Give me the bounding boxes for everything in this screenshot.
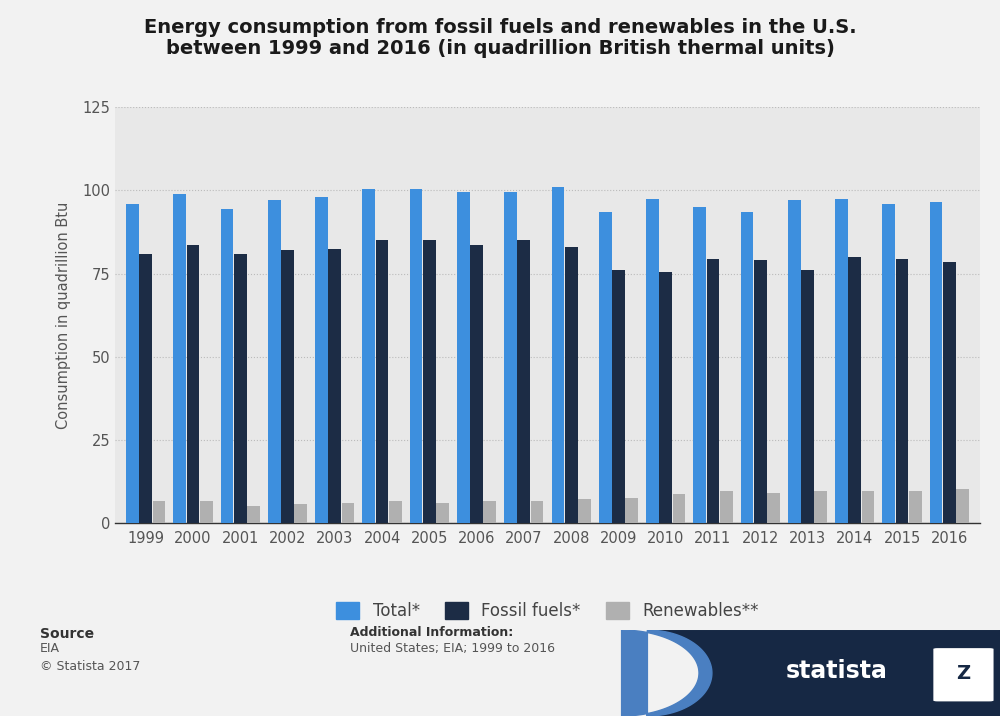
Bar xyxy=(200,501,213,523)
Bar xyxy=(342,503,354,523)
Bar xyxy=(930,202,942,523)
Bar xyxy=(268,200,281,523)
Bar xyxy=(565,247,578,523)
Bar xyxy=(882,204,895,523)
Bar xyxy=(720,491,733,523)
Bar xyxy=(483,501,496,523)
Polygon shape xyxy=(647,630,1000,716)
Bar xyxy=(457,192,470,523)
Bar xyxy=(848,257,861,523)
Bar xyxy=(673,495,685,523)
Bar xyxy=(234,253,247,523)
Bar xyxy=(531,501,543,523)
Bar xyxy=(362,189,375,523)
Bar xyxy=(187,246,199,523)
Bar xyxy=(470,246,483,523)
Y-axis label: Consumption in quadrillion Btu: Consumption in quadrillion Btu xyxy=(56,201,71,429)
Text: United States; EIA; 1999 to 2016: United States; EIA; 1999 to 2016 xyxy=(350,642,555,655)
Bar xyxy=(835,199,848,523)
Bar xyxy=(862,491,874,523)
Bar xyxy=(504,192,517,523)
Text: EIA
© Statista 2017: EIA © Statista 2017 xyxy=(40,642,140,673)
Bar xyxy=(294,504,307,523)
Bar xyxy=(646,199,659,523)
FancyBboxPatch shape xyxy=(933,648,994,702)
Text: statista: statista xyxy=(786,659,888,683)
Bar xyxy=(659,272,672,523)
Bar xyxy=(410,189,422,523)
Text: between 1999 and 2016 (in quadrillion British thermal units): between 1999 and 2016 (in quadrillion Br… xyxy=(166,39,834,59)
Bar xyxy=(754,260,767,523)
Bar xyxy=(139,253,152,523)
Bar xyxy=(376,241,388,523)
Bar xyxy=(693,207,706,523)
Bar xyxy=(909,491,922,523)
Bar xyxy=(517,241,530,523)
Bar xyxy=(578,500,591,523)
Text: Z: Z xyxy=(956,664,971,682)
Bar xyxy=(247,506,260,523)
Bar xyxy=(315,197,328,523)
Bar xyxy=(281,251,294,523)
Bar xyxy=(767,493,780,523)
Bar xyxy=(328,248,341,523)
Bar xyxy=(173,194,186,523)
Bar xyxy=(801,270,814,523)
Bar xyxy=(612,270,625,523)
Bar xyxy=(552,187,564,523)
Bar xyxy=(599,212,612,523)
Bar xyxy=(436,503,449,523)
Bar xyxy=(153,501,165,523)
Bar xyxy=(896,258,908,523)
Text: Energy consumption from fossil fuels and renewables in the U.S.: Energy consumption from fossil fuels and… xyxy=(144,18,856,37)
Legend: Total*, Fossil fuels*, Renewables**: Total*, Fossil fuels*, Renewables** xyxy=(329,596,766,627)
Bar xyxy=(389,501,402,523)
Bar xyxy=(943,262,956,523)
Bar xyxy=(956,490,969,523)
Bar xyxy=(788,200,801,523)
Bar xyxy=(126,204,139,523)
Bar xyxy=(814,491,827,523)
Polygon shape xyxy=(622,630,712,716)
Bar xyxy=(707,258,719,523)
Bar xyxy=(741,212,753,523)
Bar xyxy=(625,498,638,523)
Bar xyxy=(423,241,436,523)
Text: Additional Information:: Additional Information: xyxy=(350,626,513,639)
Text: Source: Source xyxy=(40,626,94,641)
Bar xyxy=(221,209,233,523)
